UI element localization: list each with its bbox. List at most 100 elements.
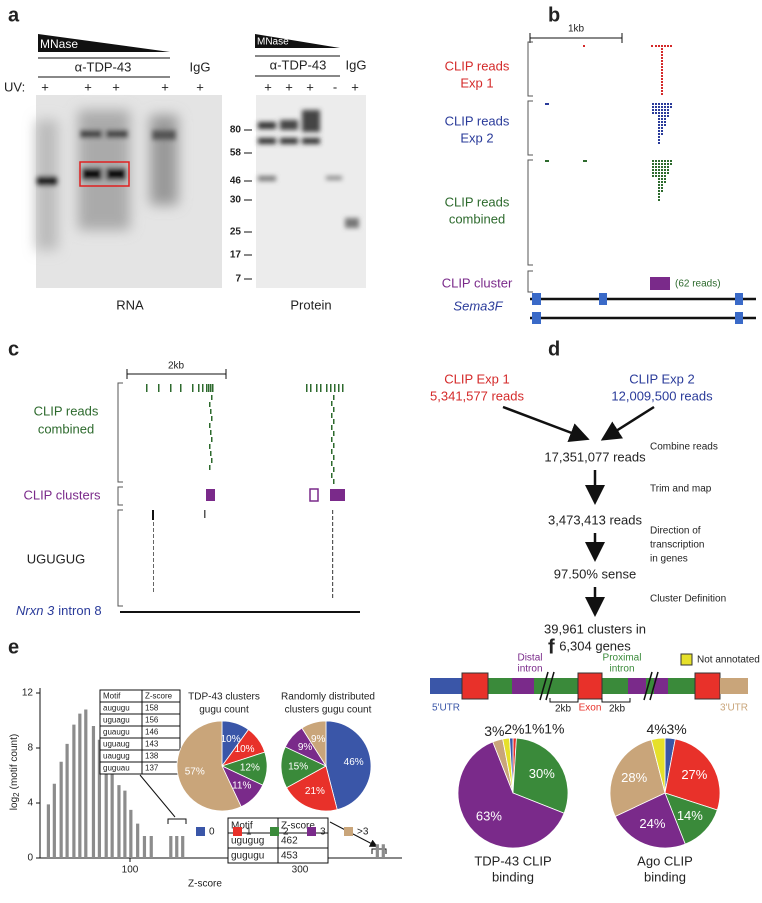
read: [153, 588, 154, 592]
read: [661, 181, 663, 183]
pie-slice: [512, 737, 569, 814]
distal-block: [512, 678, 534, 694]
read: [661, 51, 663, 53]
legend-swatch: [270, 827, 279, 836]
read: [661, 178, 663, 180]
panel-label: d: [548, 338, 560, 360]
pie-label: 46%: [344, 757, 364, 768]
pie-label: 3%: [484, 723, 504, 739]
igg-label: IgG: [346, 57, 367, 72]
read: [310, 384, 312, 392]
read: [664, 103, 666, 105]
igg-label: IgG: [190, 59, 211, 74]
read: [210, 430, 212, 435]
read: [332, 558, 334, 562]
pie-slice: [301, 720, 327, 768]
read: [667, 106, 669, 108]
read: [198, 384, 200, 392]
cluster-note: (62 reads): [675, 279, 721, 290]
read: [664, 112, 666, 114]
read: [664, 118, 666, 120]
pie-slice: [176, 720, 242, 812]
read: [661, 130, 663, 132]
pie-title: gugu count: [199, 705, 249, 716]
antibody-label: α-TDP-43: [75, 59, 132, 74]
read: [211, 437, 213, 442]
distal-block: [628, 678, 646, 694]
pie-label: 9%: [298, 742, 313, 753]
y-tick-label: 8: [27, 743, 33, 754]
pie-slice: [457, 741, 565, 849]
bar: [142, 836, 147, 858]
pie-label: 24%: [639, 816, 665, 831]
lane-sign: +: [351, 79, 359, 94]
table-cell: 146: [145, 728, 159, 737]
uv-label: UV:: [4, 79, 25, 94]
read: [658, 163, 660, 165]
mnase-wedge: [255, 34, 340, 48]
region-label: Distal: [517, 653, 542, 664]
read: [658, 142, 660, 144]
bar: [149, 836, 153, 858]
pie-label: 9%: [311, 734, 326, 745]
read: [661, 48, 663, 50]
read: [209, 444, 211, 449]
read: [316, 384, 318, 392]
read: [202, 384, 204, 392]
read: [667, 163, 669, 165]
legend-label: 2: [283, 827, 289, 838]
pie-label: 27%: [681, 767, 707, 782]
read: [545, 103, 549, 105]
read: [158, 384, 160, 392]
bar: [181, 836, 185, 858]
read: [658, 190, 660, 192]
bracket: [167, 818, 387, 854]
read: [658, 127, 660, 129]
read: [652, 160, 654, 162]
read: [667, 103, 669, 105]
read: [333, 443, 335, 448]
track-label: CLIP reads: [445, 194, 510, 209]
table-header: Z-score: [281, 821, 315, 832]
read: [670, 103, 672, 105]
step: Cluster Definition: [650, 594, 726, 605]
read: [664, 45, 666, 47]
read: [664, 124, 666, 126]
bar: [381, 844, 385, 858]
table-cell: augugu: [103, 704, 130, 713]
read: [658, 106, 660, 108]
bar: [72, 724, 76, 858]
pie-label: 21%: [305, 786, 325, 797]
legend-swatch: [307, 827, 316, 836]
panel-label: a: [8, 4, 20, 26]
legend-label: 1: [246, 827, 252, 838]
pie-label: 30%: [529, 766, 555, 781]
exp-reads: 5,341,577 reads: [430, 388, 524, 403]
bar: [169, 836, 173, 858]
band: [345, 218, 359, 228]
cluster: [330, 489, 345, 501]
exp-label: CLIP Exp 1: [444, 371, 510, 386]
smear: [150, 115, 178, 205]
legend-label: >3: [357, 827, 369, 838]
read: [153, 528, 154, 532]
read: [153, 558, 154, 562]
read: [658, 115, 660, 117]
band: [326, 176, 342, 180]
read: [152, 510, 154, 520]
read: [661, 184, 663, 186]
read: [332, 540, 334, 544]
x-tick-label: 300: [292, 865, 309, 876]
read: [661, 166, 663, 168]
read: [210, 409, 212, 414]
read: [658, 136, 660, 138]
panel-b: 1kb CLIP reads Exp 1 CLIP reads Exp 2 CL…: [442, 24, 756, 324]
read: [658, 181, 660, 183]
read: [661, 115, 663, 117]
read: [661, 63, 663, 65]
step: Direction of: [650, 526, 701, 537]
read: [667, 45, 669, 47]
read: [661, 127, 663, 129]
exp-label: CLIP Exp 2: [629, 371, 695, 386]
pie-slice: [286, 765, 338, 812]
